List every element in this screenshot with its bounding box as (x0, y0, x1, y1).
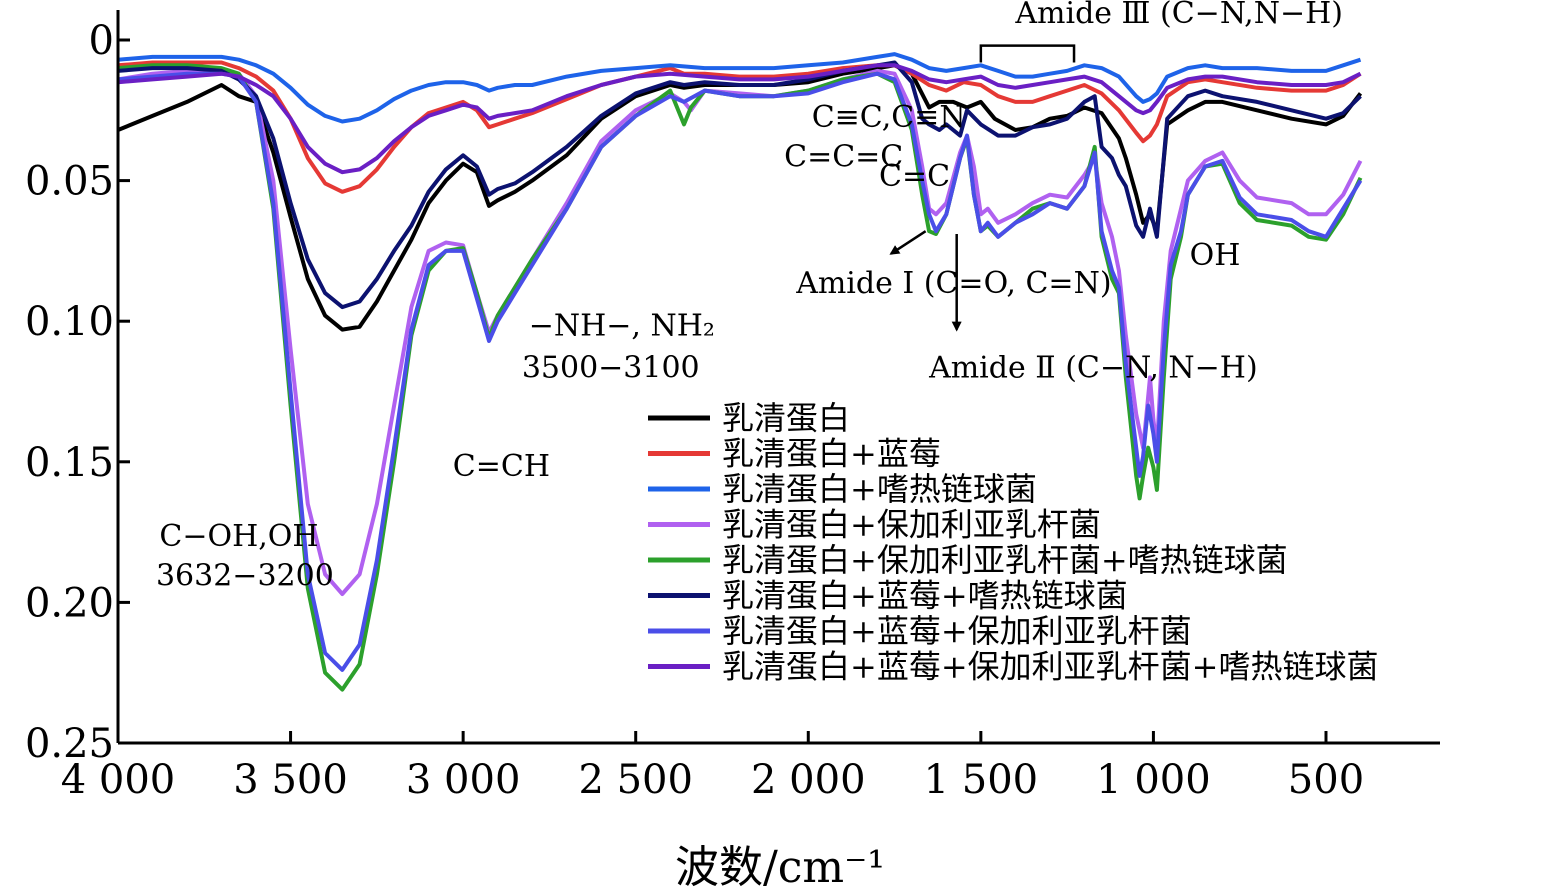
y-ticks-group: 0 0.05 0.10 0.15 0.20 0.25 (25, 18, 130, 767)
legend-label-8: 乳清蛋白+蓝莓+保加利亚乳杆菌+嗜热链球菌 (722, 648, 1378, 686)
y-tick-label: 0.25 (25, 721, 114, 767)
x-tick-label: 1 000 (1096, 757, 1211, 803)
series-line-3 (117, 52, 1362, 124)
legend-label-7: 乳清蛋白+蓝莓+保加利亚乳杆菌 (722, 612, 1192, 650)
x-tick-label: 3 000 (406, 757, 521, 803)
y-tick-label: 0.15 (25, 440, 114, 486)
legend-label-5: 乳清蛋白+保加利亚乳杆菌+嗜热链球菌 (722, 541, 1288, 579)
legend-label-1: 乳清蛋白 (722, 399, 850, 437)
ann-amide3: Amide Ⅲ (C−N,N−H) (1014, 0, 1343, 31)
ann-ccc-1: C≡C,C≡N (812, 100, 966, 135)
ann-amide2: Amide Ⅱ (C−N, N−H) (928, 350, 1258, 385)
ann-cch: C=CH (453, 449, 550, 484)
ann-oh: OH (1190, 238, 1241, 273)
x-tick-label: 4 000 (61, 757, 176, 803)
annotations-group: Amide Ⅲ (C−N,N−H) C≡C,C≡N C=C=CC=C Amide Ⅰ … (156, 0, 1343, 594)
y-tick-label: 0.20 (25, 580, 114, 626)
plot-series-group (117, 52, 1363, 692)
amide3-bracket (979, 44, 1076, 63)
ann-cc: C=C (879, 159, 950, 194)
x-tick-label: 500 (1288, 757, 1364, 803)
x-tick-label: 3 500 (233, 757, 348, 803)
legend-label-2: 乳清蛋白+蓝莓 (722, 435, 941, 473)
series-line-2 (117, 60, 1362, 194)
ann-amide1: Amide Ⅰ (C=O, C=N) (795, 266, 1111, 301)
x-tick-label: 2 500 (578, 757, 693, 803)
legend-label-3: 乳清蛋白+嗜热链球菌 (722, 470, 1037, 508)
ann-ccc-2: C=C=C (784, 140, 903, 175)
series-line-7 (117, 71, 1363, 672)
series-line-8 (117, 63, 1362, 175)
legend-label-6: 乳清蛋白+蓝莓+嗜热链球菌 (722, 577, 1128, 615)
x-tick-label: 1 500 (924, 757, 1039, 803)
series-line-1 (117, 63, 1363, 332)
ann-nh-2: 3500−3100 (522, 350, 700, 385)
axes-group: 4 000 3 500 3 000 2 500 2 000 1 500 1 000 500 0… (25, 10, 1440, 893)
y-tick-label: 0.10 (25, 299, 114, 345)
x-axis-title: 波数/cm⁻¹ (675, 842, 885, 893)
ann-coh-1: C−OH,OH (159, 519, 318, 554)
ann-nh-1: −NH−, NH₂ (529, 308, 715, 343)
legend: 乳清蛋白乳清蛋白+蓝莓乳清蛋白+嗜热链球菌乳清蛋白+保加利亚乳杆菌乳清蛋白+保加… (648, 399, 1378, 686)
y-tick-label: 0.05 (25, 159, 114, 205)
x-ticks-group: 4 000 3 500 3 000 2 500 2 000 1 500 1 000 500 (61, 731, 1364, 803)
amide1-arrow (889, 230, 927, 255)
legend-label-4: 乳清蛋白+保加利亚乳杆菌 (722, 506, 1101, 544)
y-tick-label: 0 (89, 18, 114, 64)
x-tick-label: 2 000 (751, 757, 866, 803)
ann-coh-2: 3632−3200 (156, 559, 334, 594)
